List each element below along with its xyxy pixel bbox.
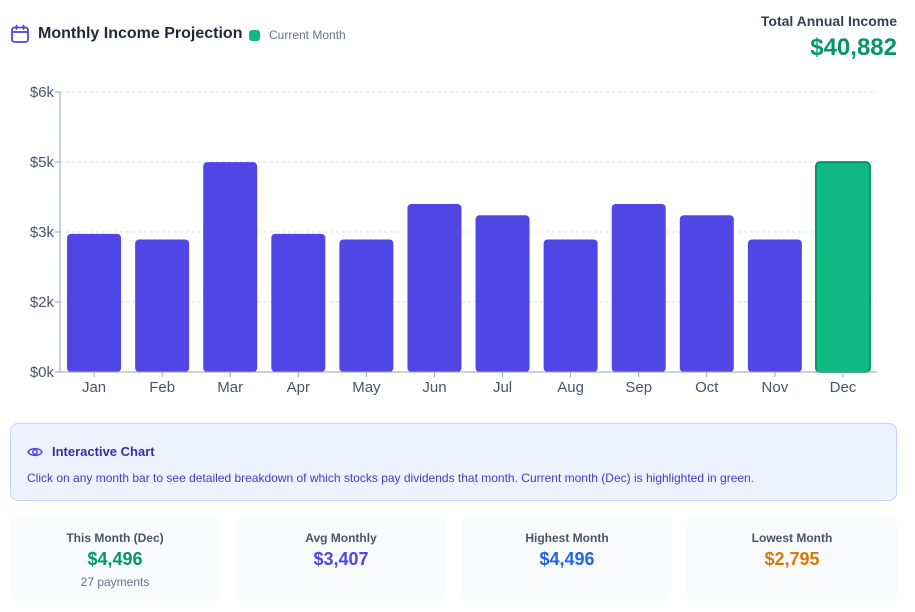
y-tick-label: $3k [30, 224, 55, 241]
legend-swatch-current [249, 29, 260, 41]
stats-cards: This Month (Dec) $4,496 27 payments Avg … [10, 517, 897, 601]
income-bar-chart: $0k $2k $3k $5k $6k Jan Feb Mar Apr May Jun Jul Aug… [30, 84, 877, 396]
x-tick-label: Dec [830, 379, 857, 396]
x-tick-label: Aug [557, 379, 584, 396]
chart-legend: Current Month [249, 28, 346, 42]
chart-grid [60, 91, 877, 303]
stat-card-highest-month: Highest Month $4,496 [462, 517, 672, 601]
x-tick-label: May [352, 379, 381, 396]
bar-dec[interactable] [814, 161, 871, 374]
x-tick-label: Mar [217, 379, 243, 396]
bar-may[interactable] [339, 239, 394, 372]
y-tick-label: $0k [30, 364, 55, 381]
chart-bars [67, 161, 871, 374]
eye-icon [27, 447, 43, 457]
info-title: Interactive Chart [52, 444, 155, 459]
bar-jun[interactable] [407, 204, 462, 372]
total-annual-income-value: $40,882 [810, 34, 897, 61]
x-tick-label: Jun [422, 379, 446, 396]
bar-apr[interactable] [271, 233, 326, 372]
stat-card-avg-monthly: Avg Monthly $3,407 [236, 517, 446, 601]
page-title: Monthly Income Projection [38, 25, 243, 42]
bar-sep[interactable] [611, 204, 666, 372]
bar-nov[interactable] [747, 239, 802, 372]
x-tick-label: Sep [625, 379, 652, 396]
bar-jan[interactable] [67, 233, 122, 372]
stat-label: This Month (Dec) [66, 531, 164, 545]
interactive-chart-info: Interactive Chart Click on any month bar… [10, 423, 897, 501]
y-tick-label: $6k [30, 84, 55, 101]
bar-aug[interactable] [543, 239, 598, 372]
bar-feb[interactable] [135, 239, 190, 372]
stat-value: $3,407 [313, 549, 369, 569]
stat-label: Avg Monthly [305, 531, 377, 545]
info-text: Click on any month bar to see detailed b… [27, 471, 755, 485]
x-tick-label: Oct [695, 379, 719, 396]
chart-header: Monthly Income Projection Current Month … [0, 0, 915, 80]
total-annual-income-label: Total Annual Income [760, 13, 897, 29]
bar-mar[interactable] [203, 162, 258, 372]
y-axis-ticks: $0k $2k $3k $5k $6k [30, 84, 60, 381]
y-tick-label: $2k [30, 294, 55, 311]
stat-sub: 27 payments [80, 575, 150, 589]
stat-value: $4,496 [87, 549, 143, 569]
x-tick-label: Nov [762, 379, 789, 396]
stat-label: Lowest Month [751, 531, 833, 545]
x-tick-label: Apr [287, 379, 310, 396]
bar-oct[interactable] [679, 215, 734, 372]
bar-jul[interactable] [475, 215, 530, 372]
stat-label: Highest Month [525, 531, 609, 545]
x-tick-label: Feb [149, 379, 175, 396]
stat-card-lowest-month: Lowest Month $2,795 [687, 517, 897, 601]
stat-card-this-month: This Month (Dec) $4,496 27 payments [10, 517, 220, 601]
stat-value: $2,795 [764, 549, 820, 569]
x-tick-label: Jan [82, 379, 106, 396]
calendar-icon [11, 24, 29, 43]
x-axis-ticks: Jan Feb Mar Apr May Jun Jul Aug Sep Oct Nov Dec [82, 372, 857, 396]
legend-label-current: Current Month [269, 28, 346, 42]
x-tick-label: Jul [493, 379, 512, 396]
stat-value: $4,496 [539, 549, 595, 569]
y-tick-label: $5k [30, 154, 55, 171]
